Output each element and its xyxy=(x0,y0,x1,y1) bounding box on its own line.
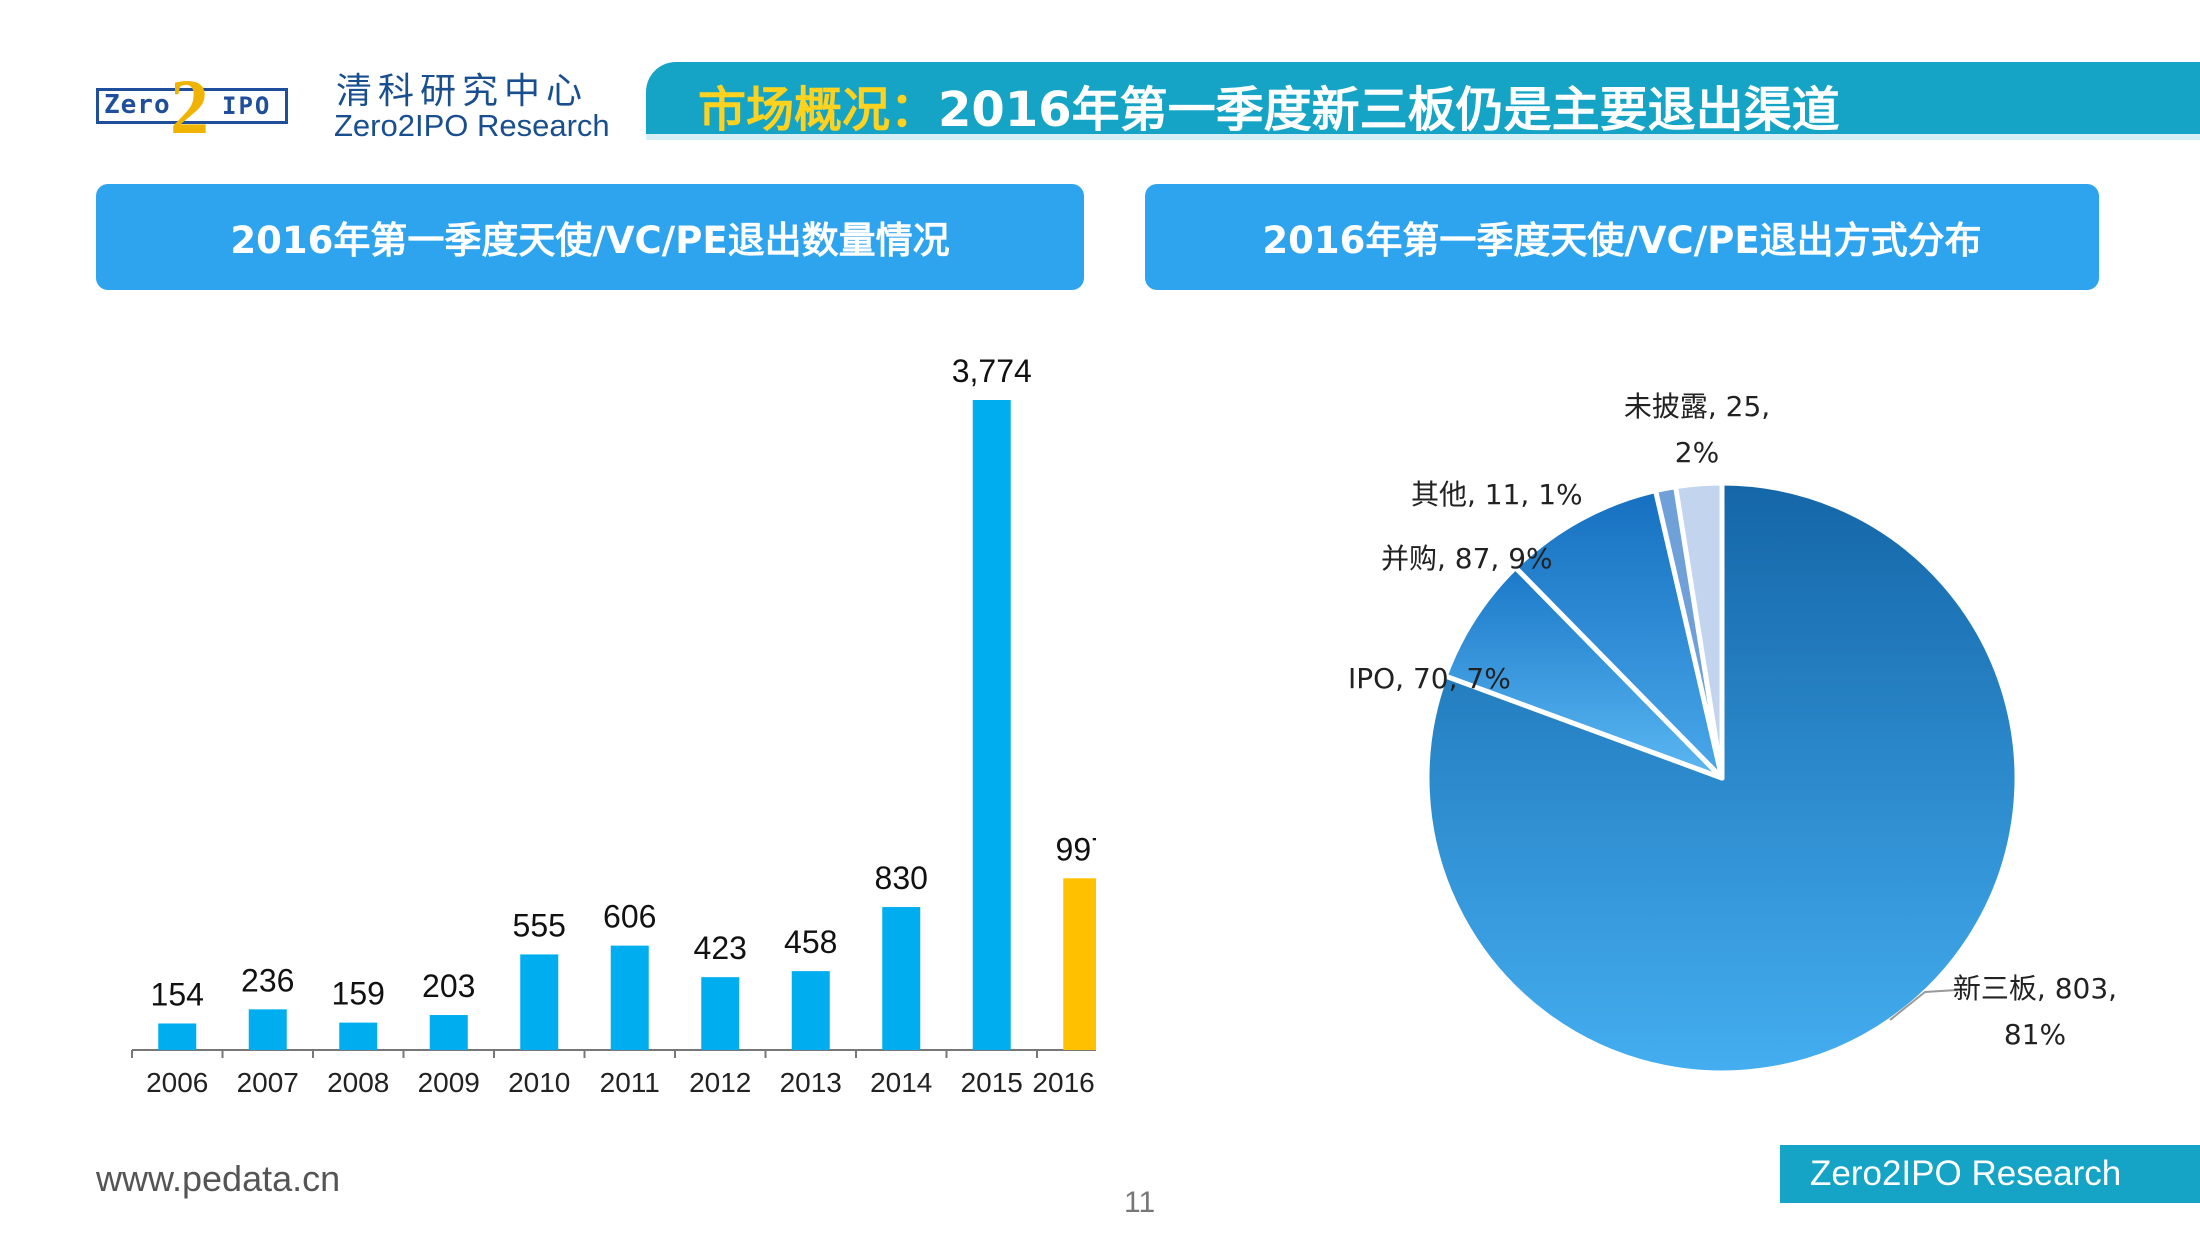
data-label-2010: 555 xyxy=(513,907,566,943)
x-tick-label-2011: 2011 xyxy=(600,1067,660,1098)
bar-2007 xyxy=(248,1009,287,1050)
x-tick-label-2012: 2012 xyxy=(689,1067,751,1098)
page-title-highlight: 市场概况： xyxy=(698,82,939,138)
bar-2014 xyxy=(882,907,921,1050)
footer-brand: Zero2IPO Research xyxy=(1780,1145,2200,1203)
x-tick-label-2009: 2009 xyxy=(418,1067,480,1098)
org-name-en: Zero2IPO Research xyxy=(334,108,610,143)
pie-label-未披露: 未披露, 25, xyxy=(1624,390,1770,423)
pie-label-pct-新三板: 81% xyxy=(2004,1018,2066,1051)
data-label-2006: 154 xyxy=(151,976,204,1012)
page-number: 11 xyxy=(1124,1186,1156,1219)
website-url: www.pedata.cn xyxy=(96,1158,341,1199)
pie-chart-heading: 2016年第一季度天使/VC/PE退出方式分布 xyxy=(1145,184,2099,290)
bar-2013 xyxy=(791,971,830,1050)
bar-2008 xyxy=(339,1022,378,1050)
pie-label-pct-未披露: 2% xyxy=(1675,436,1719,469)
data-label-2016Q1: 997 xyxy=(1056,831,1096,867)
data-label-2007: 236 xyxy=(241,962,294,998)
bar-2011 xyxy=(610,945,649,1050)
data-label-2012: 423 xyxy=(694,930,747,966)
bar-2010 xyxy=(520,954,559,1050)
bar-2009 xyxy=(429,1015,468,1050)
bar-2015 xyxy=(972,400,1011,1050)
leader-line-新三板 xyxy=(1889,989,1958,1021)
data-label-2011: 606 xyxy=(603,899,656,935)
logo-frame xyxy=(96,88,288,124)
x-tick-label-2010: 2010 xyxy=(508,1067,570,1098)
logo-text-two: 2 xyxy=(170,63,209,150)
data-label-2013: 458 xyxy=(784,924,837,960)
x-tick-label-2013: 2013 xyxy=(780,1067,842,1098)
x-tick-label-2015: 2015 xyxy=(961,1067,1023,1098)
page-title-main: 2016年第一季度新三板仍是主要退出渠道 xyxy=(938,82,1840,138)
title-bar-underline xyxy=(646,134,2200,140)
logo-text-ipo: IPO xyxy=(222,92,272,120)
org-name-cn: 清科研究中心 xyxy=(336,71,589,112)
x-tick-label-2016Q1: 2016Q1 xyxy=(1032,1067,1096,1098)
pie-slice-IPO xyxy=(1442,564,1725,781)
bar-chart-heading: 2016年第一季度天使/VC/PE退出数量情况 xyxy=(96,184,1084,290)
pie-slice-未披露 xyxy=(1673,480,1725,781)
pie-chart: 新三板, 803, 81% IPO, 70, 7% 并购, 87, 9% 其他, 11,… xyxy=(1348,390,2117,1076)
pie-label-新三板: 新三板, 803, xyxy=(1953,972,2117,1005)
x-tick-label-2014: 2014 xyxy=(870,1067,932,1098)
zero2ipo-logo: Zero 2 IPO xyxy=(96,68,292,146)
data-label-2009: 203 xyxy=(422,968,475,1004)
page-title: 市场概况：2016年第一季度新三板仍是主要退出渠道 xyxy=(698,70,1840,140)
bar-chart: 154 2006 236 2007 159 2008 203 2009 555 2010 606 20… xyxy=(131,353,1096,1098)
data-label-2008: 159 xyxy=(332,976,385,1012)
data-label-2014: 830 xyxy=(875,860,928,896)
x-tick-label-2007: 2007 xyxy=(237,1067,299,1098)
pie-label-IPO: IPO, 70, 7% xyxy=(1348,662,1511,695)
bar-2012 xyxy=(701,977,740,1050)
bar-2006 xyxy=(158,1023,197,1050)
x-tick-label-2006: 2006 xyxy=(146,1067,208,1098)
logo-text-zero: Zero xyxy=(104,90,171,120)
pie-label-并购: 并购, 87, 9% xyxy=(1381,542,1553,575)
data-label-2015: 3,774 xyxy=(952,353,1032,389)
x-tick-label-2008: 2008 xyxy=(327,1067,389,1098)
bar-2016Q1 xyxy=(1063,878,1096,1050)
title-bar xyxy=(646,62,2200,140)
pie-label-其他: 其他, 11, 1% xyxy=(1411,478,1583,511)
